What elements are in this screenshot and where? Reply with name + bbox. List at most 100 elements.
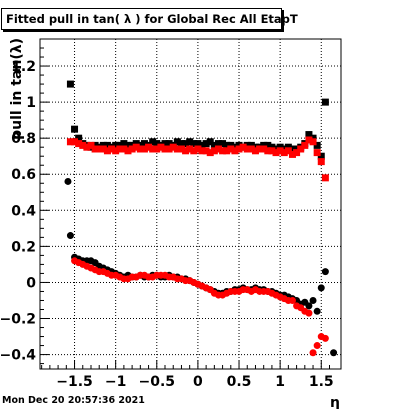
data-point — [268, 147, 276, 155]
data-point — [91, 141, 99, 149]
data-point — [219, 140, 227, 148]
data-point — [95, 145, 103, 153]
data-point — [190, 147, 198, 155]
data-point — [288, 296, 296, 304]
data-point — [136, 141, 144, 149]
data-point — [264, 147, 272, 155]
data-point — [83, 143, 91, 151]
data-point — [173, 145, 181, 153]
data-point — [66, 138, 74, 146]
data-point — [235, 145, 243, 153]
data-point — [206, 149, 214, 157]
timestamp: Mon Dec 20 20:57:36 2021 — [2, 395, 145, 406]
data-point — [276, 147, 284, 155]
data-point — [239, 143, 247, 151]
data-point — [309, 349, 317, 357]
data-point — [190, 140, 198, 148]
y-tick-label: 0.4 — [11, 203, 36, 219]
data-point — [251, 143, 259, 151]
data-point — [293, 149, 301, 157]
data-point — [112, 147, 120, 155]
data-point — [206, 138, 214, 146]
y-tick-label: 1 — [26, 95, 36, 111]
data-point — [313, 141, 321, 149]
data-point — [186, 145, 194, 153]
data-point — [280, 149, 288, 157]
data-point — [305, 136, 313, 144]
data-point — [247, 141, 255, 149]
data-point — [169, 143, 177, 151]
data-point — [231, 143, 239, 151]
data-point — [280, 145, 288, 153]
data-point — [297, 145, 305, 153]
data-point — [124, 147, 132, 155]
data-point — [284, 147, 292, 155]
data-point — [177, 145, 185, 153]
axis-ticks — [40, 47, 330, 369]
data-point — [132, 143, 140, 151]
y-tick-label: −0.4 — [0, 348, 36, 364]
data-point — [157, 143, 165, 151]
data-point — [321, 334, 329, 342]
data-point — [71, 125, 79, 133]
data-point — [288, 145, 296, 153]
data-point — [108, 145, 116, 153]
data-point — [313, 307, 321, 315]
data-point — [103, 141, 111, 149]
data-point — [128, 141, 136, 149]
data-point — [165, 145, 173, 153]
data-point — [198, 141, 206, 149]
data-point — [235, 141, 243, 149]
data-point — [153, 140, 161, 148]
data-point — [317, 158, 325, 166]
data-point — [116, 145, 124, 153]
data-point — [223, 147, 231, 155]
data-point — [313, 149, 321, 157]
series-3 — [71, 257, 329, 357]
data-point — [173, 138, 181, 146]
data-point — [305, 131, 313, 139]
data-point — [301, 141, 309, 149]
data-point — [66, 232, 74, 240]
data-point — [243, 141, 251, 149]
data-point — [214, 145, 222, 153]
data-point — [103, 147, 111, 155]
data-point — [140, 140, 148, 148]
y-tick-label: 0.8 — [11, 131, 36, 147]
data-point — [194, 145, 202, 153]
data-point — [247, 145, 255, 153]
y-tick-label: 0.2 — [11, 239, 36, 255]
data-point — [194, 140, 202, 148]
y-tick-label: 0 — [26, 275, 36, 291]
chart-title: Fitted pull in tan( λ ) for Global Rec A… — [1, 8, 298, 30]
data-point — [99, 145, 107, 153]
data-point — [124, 141, 132, 149]
data-point — [321, 98, 329, 106]
data-point — [128, 145, 136, 153]
data-point — [99, 141, 107, 149]
x-tick-label: −1.5 — [56, 374, 93, 390]
data-point — [136, 145, 144, 153]
data-point — [305, 309, 313, 317]
data-point — [256, 145, 264, 153]
grid-lines — [40, 39, 341, 369]
data-point — [260, 141, 268, 149]
plot-frame — [39, 38, 342, 370]
data-point — [268, 143, 276, 151]
data-point — [75, 134, 83, 142]
data-point — [112, 141, 120, 149]
data-point — [231, 147, 239, 155]
data-point — [120, 140, 128, 148]
data-point — [149, 138, 157, 146]
data-point — [243, 145, 251, 153]
data-point — [140, 145, 148, 153]
data-point — [251, 147, 259, 155]
data-point — [214, 140, 222, 148]
data-point — [161, 140, 169, 148]
data-point — [182, 140, 190, 148]
data-point — [330, 349, 338, 357]
x-axis-label: η — [330, 395, 340, 409]
data-point — [186, 138, 194, 146]
x-tick-label: 1 — [275, 374, 285, 390]
